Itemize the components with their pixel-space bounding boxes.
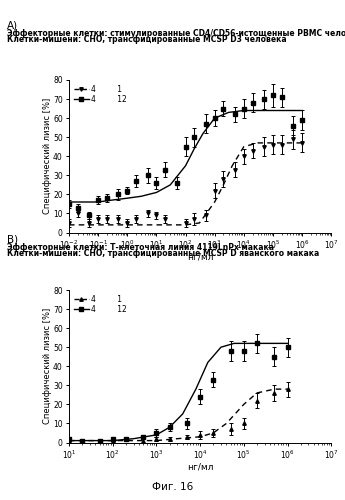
Text: Клетки-мишени: CHO, трансфицированные MCSP D3 человека: Клетки-мишени: CHO, трансфицированные MC… [7, 35, 287, 44]
Text: A): A) [7, 21, 18, 31]
Text: B): B) [7, 235, 18, 245]
Text: Фиг. 16: Фиг. 16 [152, 482, 193, 492]
Y-axis label: Специфический лизис [%]: Специфический лизис [%] [43, 98, 52, 214]
Text: Эффекторные клетки: стимулированные CD4/CD56-истощенные PBMC человека: Эффекторные клетки: стимулированные CD4/… [7, 29, 345, 38]
X-axis label: нг/мл: нг/мл [187, 462, 213, 471]
Legend: 4         1, 4         12: 4 1, 4 12 [71, 292, 129, 316]
X-axis label: нг/мл: нг/мл [187, 252, 213, 262]
Text: Эффекторные клетки: Т-клеточная линия 4119LnPx макака: Эффекторные клетки: Т-клеточная линия 41… [7, 243, 274, 252]
Text: Клетки-мишени: CHO, трансфицированные MCSP D яванского макака: Клетки-мишени: CHO, трансфицированные MC… [7, 249, 319, 258]
Legend: 4         1, 4         12: 4 1, 4 12 [71, 82, 129, 106]
Y-axis label: Специфический лизис [%]: Специфический лизис [%] [43, 308, 52, 424]
